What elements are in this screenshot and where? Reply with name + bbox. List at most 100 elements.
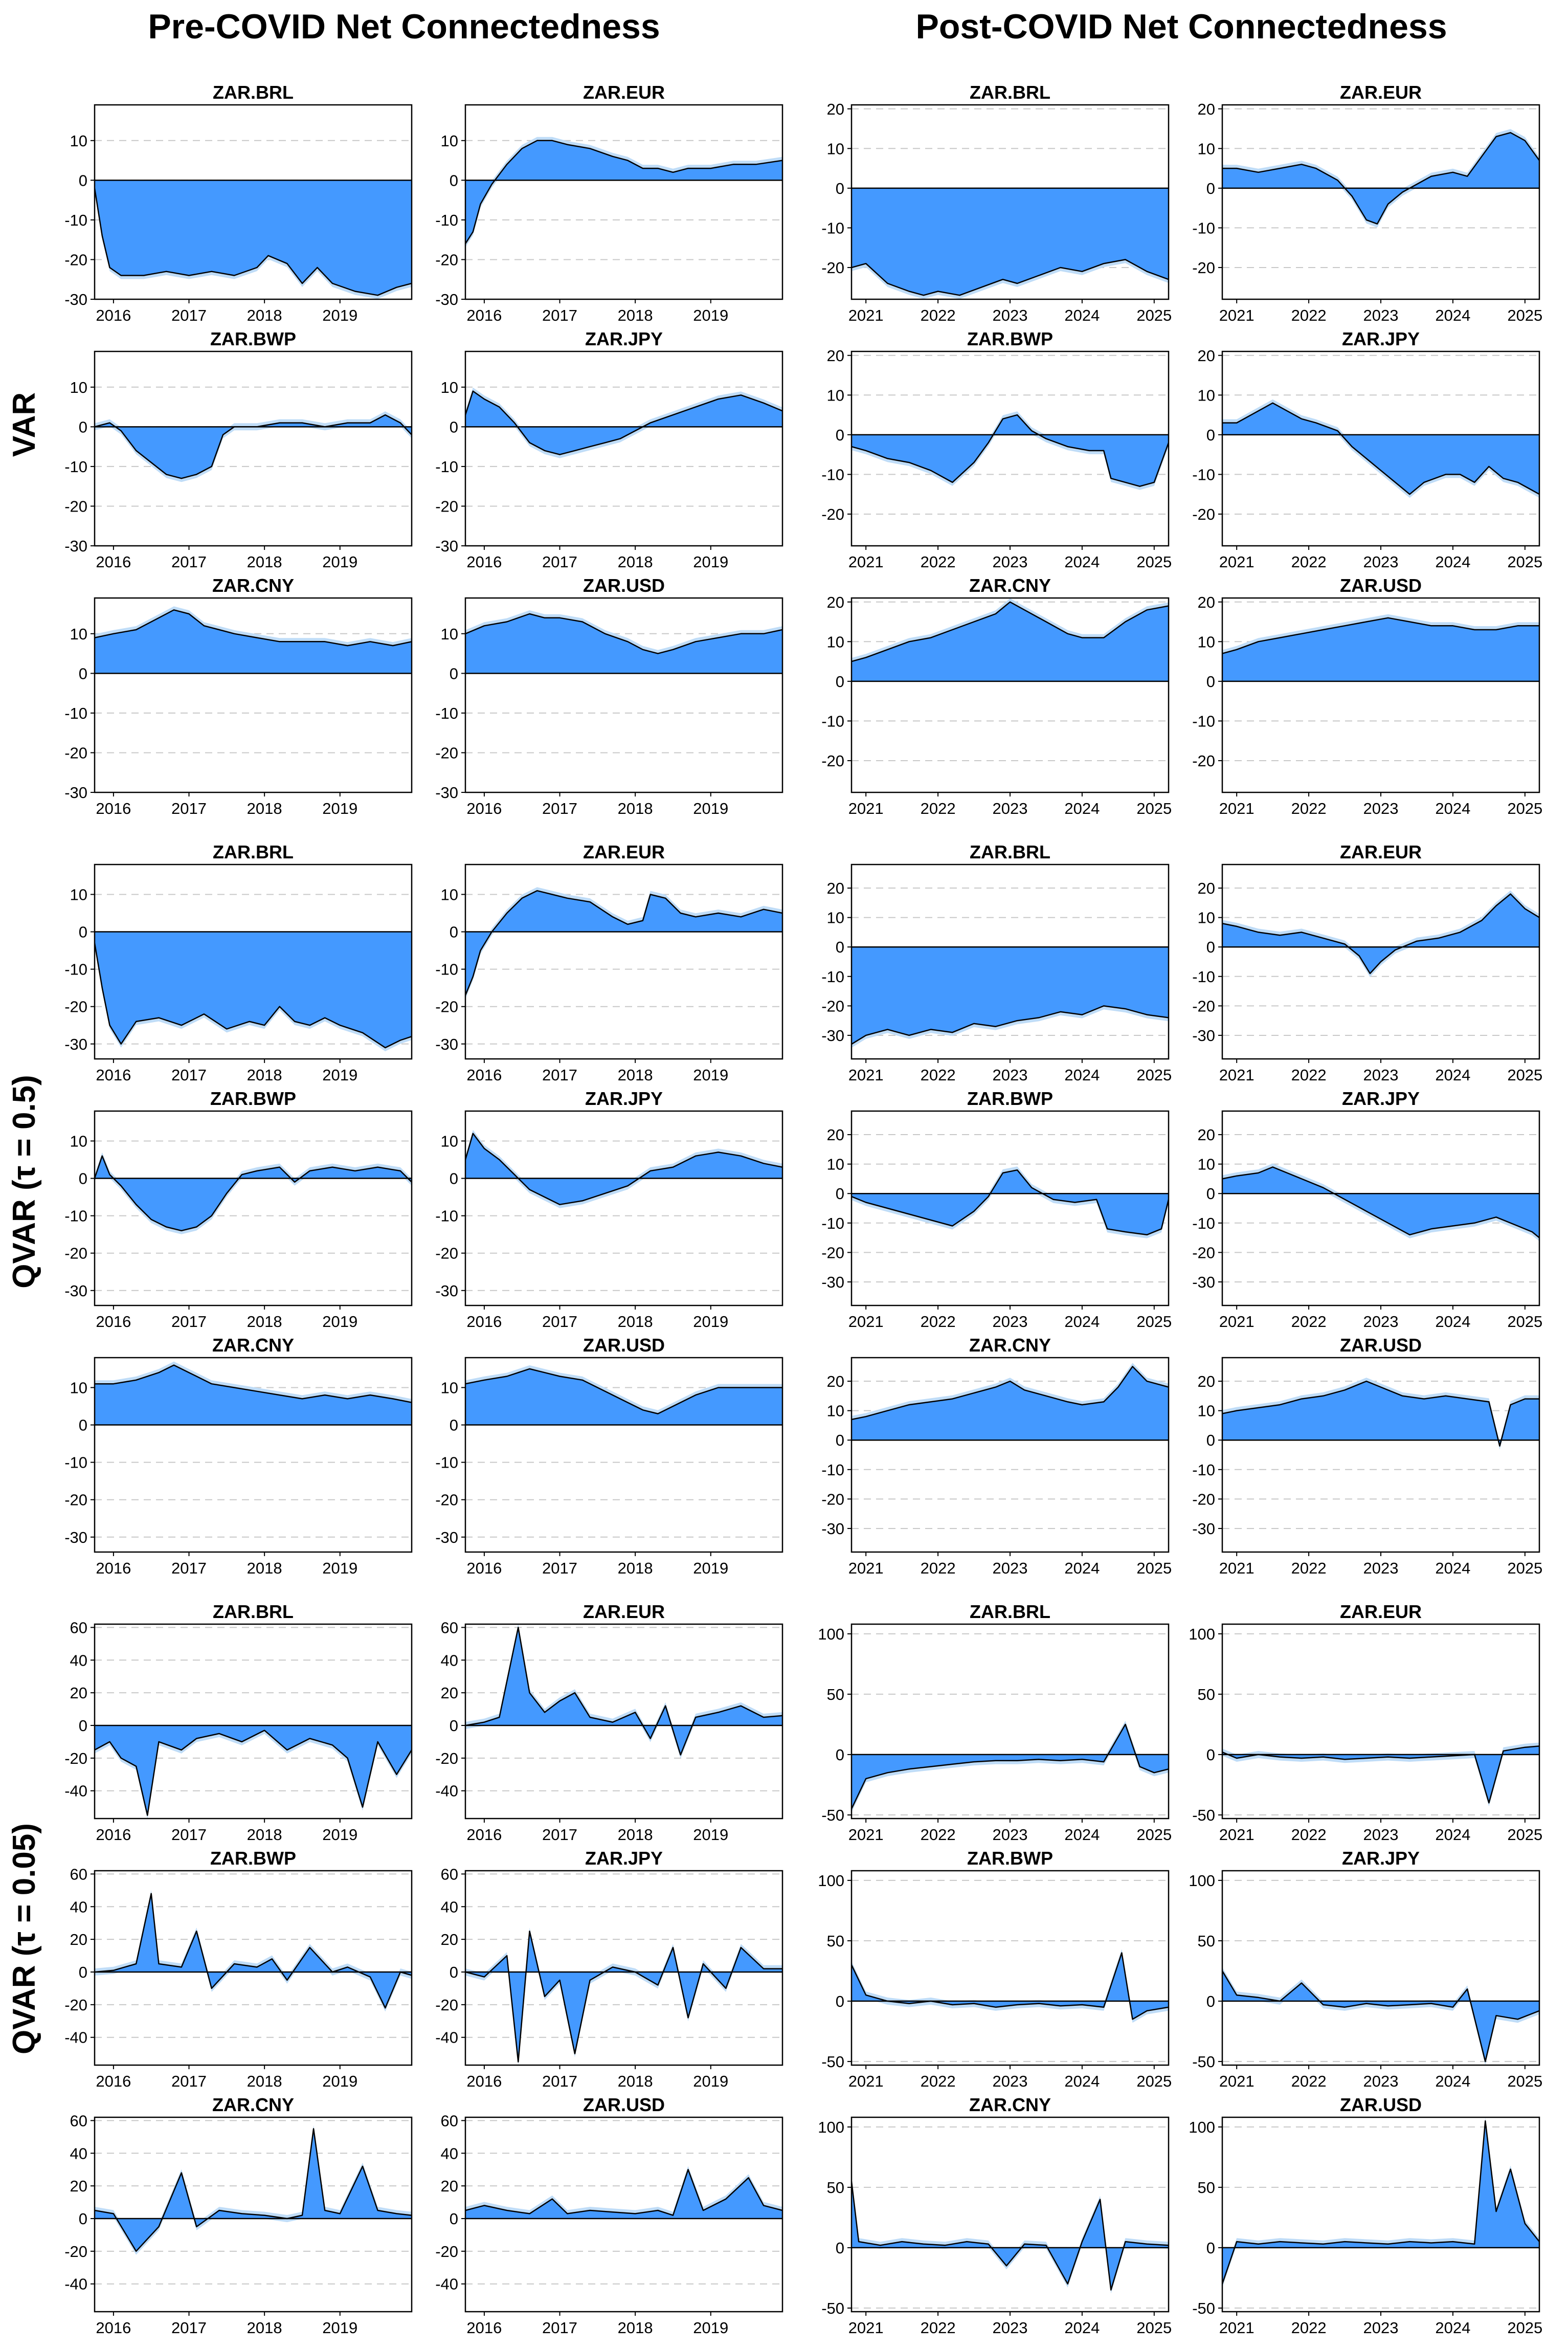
x-tick-label: 2019 [322, 1066, 357, 1084]
panel-title: ZAR.CNY [212, 575, 294, 596]
y-tick-label: 0 [450, 171, 458, 189]
x-tick-label: 2024 [1064, 553, 1100, 571]
x-tick-label: 2016 [466, 1826, 502, 1844]
x-tick-label: 2024 [1064, 1826, 1100, 1844]
panel-plot-area [95, 1890, 412, 2012]
panel-frame [1221, 350, 1540, 547]
x-tick-label: 2021 [848, 1826, 884, 1844]
panel-pre-zar-jpy: ZAR.JPY -30 -20 -10 0 10 2016 2017 2018 2019 [435, 1088, 783, 1331]
x-tick-label: 2022 [921, 1559, 956, 1577]
x-tick-label: 2022 [921, 553, 956, 571]
y-tick-label: 20 [70, 1684, 87, 1702]
panel-title: ZAR.USD [583, 575, 665, 596]
panel-pre-zar-usd: ZAR.USD -40 -20 0 20 40 60 2016 2017 2018 2019 [435, 2094, 783, 2337]
panel-post-zar-eur: ZAR.EUR -20 -10 0 10 20 2021 2022 2023 2024 2025 [1192, 82, 1542, 324]
panel-frame [94, 863, 413, 1060]
confidence-band [852, 1363, 1169, 1423]
net-connectedness-area [852, 1366, 1169, 1441]
panel-post-zar-brl: ZAR.BRL -30 -20 -10 0 10 20 2021 2022 2023 2024 202… [821, 841, 1172, 1084]
panel-title: ZAR.JPY [1342, 328, 1420, 349]
x-tick-label: 2018 [247, 800, 282, 817]
net-connectedness-line [465, 140, 782, 245]
panel-title: ZAR.BWP [967, 328, 1053, 349]
y-tick-label: -20 [1192, 997, 1215, 1015]
y-tick-label: 50 [1198, 2179, 1215, 2197]
x-tick-label: 2016 [96, 2072, 131, 2090]
y-tick-label: 40 [70, 2144, 87, 2162]
x-tick-label: 2021 [1219, 553, 1255, 571]
x-tick-label: 2021 [1219, 1313, 1255, 1331]
y-tick-label: 20 [827, 1126, 844, 1144]
x-tick-label: 2023 [1363, 2319, 1399, 2337]
y-tick-label: 0 [79, 923, 87, 941]
y-tick-label: 0 [1206, 1992, 1215, 2010]
panel-pre-zar-bwp: ZAR.BWP -30 -20 -10 0 10 2016 2017 2018 2019 [64, 328, 413, 571]
net-connectedness-line [1222, 1745, 1539, 1804]
y-tick-label: -30 [64, 1035, 87, 1053]
panel-frame [94, 1623, 413, 1820]
panel-post-zar-eur: ZAR.EUR -50 0 50 100 2021 2022 2023 2024 2025 [1189, 1601, 1542, 1844]
x-tick-label: 2017 [542, 2319, 577, 2337]
y-tick-label: -50 [821, 2299, 844, 2317]
y-tick-label: 0 [1206, 426, 1215, 444]
x-tick-label: 2018 [618, 2072, 653, 2090]
panel-pre-zar-eur: ZAR.EUR -40 -20 0 20 40 60 2016 2017 2018 2019 [435, 1601, 783, 1844]
x-tick-label: 2018 [618, 306, 653, 324]
confidence-band [852, 1002, 1169, 1048]
x-tick-label: 2016 [96, 306, 131, 324]
x-tick-label: 2016 [96, 2319, 131, 2337]
y-tick-label: -20 [64, 1491, 87, 1509]
panel-post-zar-bwp: ZAR.BWP -50 0 50 100 2021 2022 2023 2024 2025 [818, 1848, 1172, 2090]
x-tick-label: 2023 [993, 1559, 1028, 1577]
x-tick-label: 2019 [322, 306, 357, 324]
y-tick-label: 0 [450, 418, 458, 436]
y-tick-label: 50 [827, 1686, 844, 1703]
y-tick-label: 0 [836, 938, 844, 956]
y-tick-label: -20 [435, 1245, 458, 1262]
panel-frame [850, 104, 1170, 300]
net-connectedness-line [852, 259, 1169, 296]
y-tick-label: -30 [64, 784, 87, 802]
y-tick-label: -30 [1192, 1273, 1215, 1291]
x-tick-label: 2019 [693, 553, 728, 571]
y-tick-label: 0 [450, 1170, 458, 1188]
y-tick-label: 0 [450, 1963, 458, 1981]
y-tick-label: -20 [1192, 259, 1215, 277]
panel-plot-area [1222, 2117, 1539, 2288]
y-tick-label: -10 [1192, 1461, 1215, 1479]
x-tick-label: 2025 [1136, 553, 1172, 571]
y-tick-label: -10 [821, 712, 844, 730]
y-tick-label: -10 [821, 968, 844, 986]
panel-plot-area [465, 137, 782, 248]
x-tick-label: 2021 [848, 553, 884, 571]
x-tick-label: 2023 [993, 1313, 1028, 1331]
x-tick-label: 2017 [171, 1559, 207, 1577]
x-tick-label: 2017 [171, 2319, 207, 2337]
y-tick-label: 0 [836, 426, 844, 444]
x-tick-label: 2023 [993, 2319, 1028, 2337]
x-tick-label: 2018 [247, 1559, 282, 1577]
panel-plot-area [1222, 890, 1539, 977]
net-connectedness-line [1222, 893, 1539, 974]
panel-plot-area [465, 387, 782, 458]
y-tick-label: 0 [1206, 938, 1215, 956]
y-tick-label: -20 [64, 251, 87, 269]
net-connectedness-area [465, 614, 782, 674]
panel-frame [850, 597, 1170, 793]
y-tick-label: 40 [441, 1898, 458, 1916]
panel-title: ZAR.BRL [213, 841, 294, 862]
x-tick-label: 2019 [693, 2072, 728, 2090]
x-tick-label: 2019 [322, 1313, 357, 1331]
panel-plot-area [465, 1928, 782, 2065]
x-tick-label: 2022 [1291, 1559, 1327, 1577]
panel-plot-area [852, 2178, 1169, 2294]
x-tick-label: 2022 [1291, 1826, 1327, 1844]
x-tick-label: 2021 [1219, 2319, 1255, 2337]
net-connectedness-area [1222, 1970, 1539, 2062]
panel-title: ZAR.CNY [212, 1335, 294, 1356]
y-tick-label: 0 [1206, 1185, 1215, 1203]
x-tick-label: 2025 [1136, 306, 1172, 324]
confidence-band [465, 1928, 782, 2065]
y-tick-label: -10 [1192, 466, 1215, 483]
confidence-band [95, 1361, 412, 1406]
